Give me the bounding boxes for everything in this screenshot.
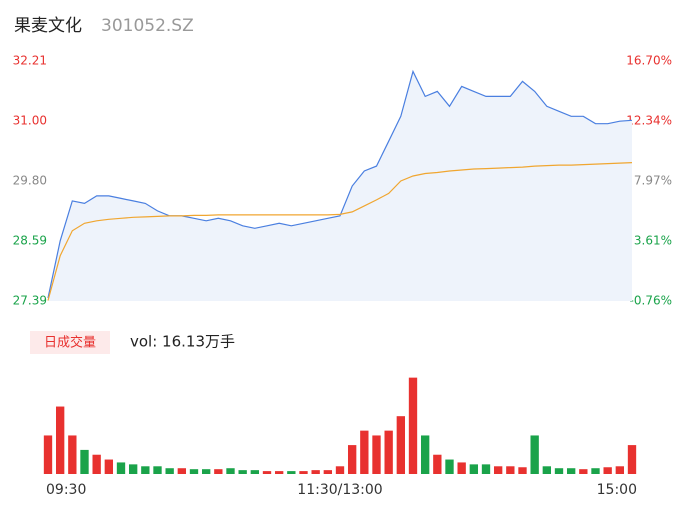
volume-bar <box>55 406 65 474</box>
volume-bar <box>189 469 199 474</box>
volume-bar <box>214 469 223 474</box>
volume-bar <box>116 462 126 474</box>
volume-bar <box>445 459 454 474</box>
volume-bar <box>396 416 406 474</box>
volume-bar <box>457 462 466 474</box>
volume-bar <box>579 469 588 474</box>
stock-name: 果麦文化 <box>14 16 82 36</box>
volume-bar <box>554 468 564 474</box>
x-tick-label: 09:30 <box>46 482 86 498</box>
volume-bar <box>530 435 539 474</box>
volume-bar <box>128 464 138 474</box>
average-line <box>47 162 633 301</box>
volume-bar <box>165 468 174 474</box>
price-line <box>47 69 633 299</box>
y-tick-label: 31.00 <box>13 114 47 128</box>
y-tick-label: 27.39 <box>13 294 47 308</box>
volume-bar <box>262 471 272 474</box>
volume-bar <box>141 466 150 474</box>
volume-bar <box>615 466 625 474</box>
y-tick-label: 32.21 <box>13 54 47 68</box>
y2-tick-label: -0.76% <box>630 294 672 308</box>
volume-bar <box>408 377 418 474</box>
volume-bar <box>360 430 369 474</box>
y-tick-label: 28.59 <box>13 234 47 248</box>
volume-bar <box>250 470 260 474</box>
legend: 日成交量 <box>44 335 96 351</box>
volume-bar <box>469 464 479 474</box>
volume-bar <box>384 430 393 474</box>
volume-bar <box>420 435 430 474</box>
legend-box <box>30 331 110 354</box>
volume-bar <box>518 467 527 474</box>
volume-bar <box>566 468 576 474</box>
volume-bar <box>591 468 600 474</box>
y2-tick-label: 16.70% <box>626 54 672 68</box>
volume-bar <box>311 470 320 474</box>
volume-bar <box>153 466 162 474</box>
volume-bar <box>104 459 114 474</box>
volume-bar <box>493 466 503 474</box>
volume-bar <box>177 468 187 474</box>
volume-bar <box>238 470 247 474</box>
x-tick-label: 15:00 <box>597 482 637 498</box>
x-tick-label: 11:30/13:00 <box>297 482 382 498</box>
stock-code: 301052.SZ <box>101 16 194 36</box>
volume-label: vol: 16.13万手 <box>130 333 235 351</box>
volume-bar <box>92 454 101 474</box>
y-tick-label: 29.80 <box>13 174 47 188</box>
volume-bar <box>627 445 637 474</box>
price-area <box>48 71 632 301</box>
volume-bar <box>372 435 381 474</box>
volume-bar <box>323 470 333 474</box>
volume-bar <box>80 449 89 474</box>
volume-bar <box>433 454 442 474</box>
volume-bar <box>68 435 77 474</box>
volume-bar <box>506 466 515 474</box>
volume-bar <box>226 468 235 474</box>
y2-tick-label: 3.61% <box>634 233 672 247</box>
volume-bar <box>43 435 53 474</box>
volume-bar <box>481 464 491 474</box>
volume-bar <box>335 466 345 474</box>
volume-bar <box>299 471 308 474</box>
y2-tick-label: 12.34% <box>626 113 672 127</box>
volume-bar <box>347 445 357 474</box>
volume-bar <box>274 471 284 474</box>
volume-bar <box>542 466 552 474</box>
y2-tick-label: 7.97% <box>634 174 672 188</box>
volume-bar <box>201 469 211 474</box>
volume-bar <box>287 471 296 474</box>
volume-bar <box>603 467 612 474</box>
